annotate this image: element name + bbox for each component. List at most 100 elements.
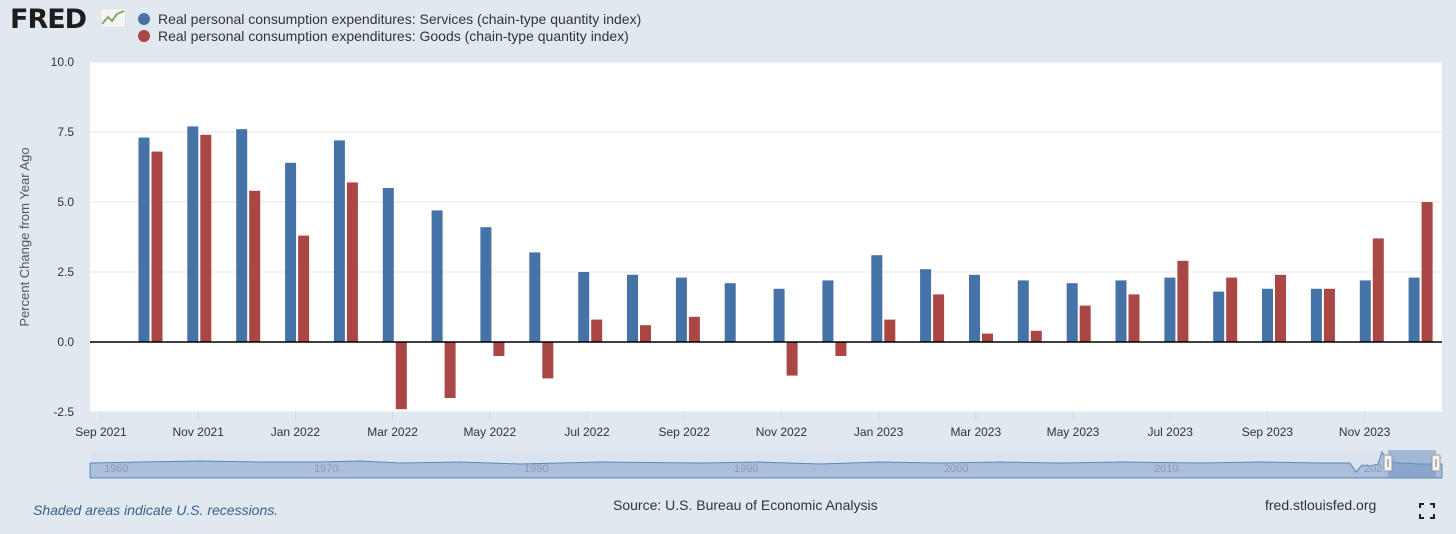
services-bar-jun-2022[interactable]: [529, 252, 541, 342]
services-bar-sep-2023[interactable]: [1262, 288, 1273, 342]
goods-bar-jul-2023[interactable]: [1177, 260, 1189, 342]
goods-bar-aug-2022[interactable]: [640, 325, 651, 342]
goods-bar-jul-2022[interactable]: [591, 319, 603, 342]
x-tick-label: Mar 2022: [367, 425, 418, 439]
navigator-year-label: 1970: [314, 463, 338, 475]
x-tick-label: May 2022: [463, 425, 516, 439]
legend-label-goods: Real personal consumption expenditures: …: [158, 27, 629, 44]
services-bar-may-2022[interactable]: [480, 227, 492, 342]
goods-bar-mar-2023[interactable]: [982, 333, 993, 342]
goods-bar-nov-2021[interactable]: [200, 134, 212, 342]
services-bar-jun-2023[interactable]: [1115, 280, 1127, 342]
recession-note: Shaded areas indicate U.S. recessions.: [33, 502, 279, 518]
goods-bar-may-2022[interactable]: [493, 342, 505, 356]
y-axis-label: Percent Change from Year Ago: [17, 147, 32, 326]
y-tick-label: 10.0: [51, 55, 75, 69]
services-bar-feb-2023[interactable]: [920, 269, 932, 342]
y-tick-label: 2.5: [57, 265, 74, 279]
services-bar-oct-2021[interactable]: [138, 137, 150, 342]
services-bar-apr-2023[interactable]: [1017, 280, 1029, 342]
services-bar-sep-2022[interactable]: [675, 277, 687, 342]
y-tick-label: 7.5: [57, 125, 74, 139]
navigator-year-label: 2000: [944, 463, 968, 475]
services-bar-aug-2023[interactable]: [1213, 291, 1225, 342]
x-tick-label: Sep 2023: [1242, 425, 1294, 439]
goods-bar-sep-2023[interactable]: [1275, 274, 1286, 342]
goods-bar-dec-2023[interactable]: [1421, 202, 1433, 342]
goods-bar-dec-2021[interactable]: [249, 190, 261, 342]
goods-bar-nov-2023[interactable]: [1372, 238, 1384, 342]
y-tick-label: 5.0: [57, 195, 74, 209]
services-bar-mar-2023[interactable]: [969, 274, 980, 342]
legend-item-goods[interactable]: Real personal consumption expenditures: …: [138, 27, 641, 44]
services-bar-jan-2022[interactable]: [285, 162, 297, 342]
legend-marker-goods: [138, 29, 150, 42]
goods-bar-apr-2023[interactable]: [1030, 330, 1042, 342]
goods-bar-nov-2022[interactable]: [786, 342, 798, 376]
services-bar-nov-2023[interactable]: [1359, 280, 1371, 342]
services-bar-dec-2021[interactable]: [236, 129, 248, 342]
services-bar-oct-2023[interactable]: [1310, 288, 1322, 342]
services-bar-dec-2023[interactable]: [1408, 277, 1420, 342]
navigator-year-label: 202: [1364, 463, 1382, 475]
goods-bar-mar-2022[interactable]: [395, 342, 407, 410]
services-bar-dec-2022[interactable]: [822, 280, 834, 342]
y-tick-label: -2.5: [53, 405, 74, 419]
goods-bar-feb-2023[interactable]: [933, 294, 945, 342]
services-bar-may-2023[interactable]: [1066, 283, 1078, 342]
y-axis-ticks: 10.0 7.5 5.0 2.5 0.0 -2.5: [51, 55, 75, 419]
services-bar-jul-2022[interactable]: [578, 272, 590, 342]
goods-bar-dec-2022[interactable]: [835, 342, 847, 356]
services-bar-jan-2023[interactable]: [871, 255, 883, 342]
services-bar-feb-2022[interactable]: [333, 140, 345, 342]
goods-bar-jun-2022[interactable]: [542, 342, 554, 379]
services-bar-oct-2022[interactable]: [724, 283, 736, 342]
y-tick-label: 0.0: [57, 335, 74, 349]
navigator-selection[interactable]: [1388, 450, 1436, 478]
x-tick-label: Sep 2021: [75, 425, 127, 439]
x-tick-label: May 2023: [1047, 425, 1100, 439]
services-bar-mar-2022[interactable]: [382, 188, 394, 342]
x-tick-label: Nov 2022: [756, 425, 808, 439]
x-tick-label: Jul 2022: [564, 425, 610, 439]
services-bar-aug-2022[interactable]: [627, 274, 638, 342]
services-bar-nov-2022[interactable]: [773, 288, 785, 342]
source-note: Source: U.S. Bureau of Economic Analysis: [613, 497, 878, 513]
goods-bar-sep-2022[interactable]: [688, 316, 700, 342]
fred-logo[interactable]: FRED: [10, 4, 87, 35]
goods-bar-jan-2022[interactable]: [298, 235, 310, 342]
services-bar-nov-2021[interactable]: [187, 126, 199, 343]
navigator-year-label: 2010: [1154, 463, 1178, 475]
goods-bar-may-2023[interactable]: [1079, 305, 1091, 342]
x-tick-label: Jul 2023: [1148, 425, 1194, 439]
services-bar-jul-2023[interactable]: [1164, 277, 1176, 342]
chart-legend: Real personal consumption expenditures: …: [138, 10, 641, 44]
navigator-year-labels: 1960 1970 1980 1990 2000 2010 202: [104, 463, 1382, 475]
x-tick-label: Jan 2023: [854, 425, 904, 439]
line-chart-icon: [100, 8, 126, 28]
navigator-year-label: 1980: [524, 463, 548, 475]
services-bar-apr-2022[interactable]: [431, 210, 443, 342]
goods-bar-apr-2022[interactable]: [444, 342, 456, 398]
x-tick-label: Mar 2023: [950, 425, 1001, 439]
legend-label-services: Real personal consumption expenditures: …: [158, 10, 642, 27]
goods-bar-jan-2023[interactable]: [884, 319, 896, 342]
bar-series: [138, 126, 1433, 410]
goods-bar-oct-2021[interactable]: [151, 151, 163, 342]
legend-item-services[interactable]: Real personal consumption expenditures: …: [138, 10, 641, 27]
goods-bar-feb-2022[interactable]: [346, 182, 358, 342]
fullscreen-icon[interactable]: [1419, 503, 1435, 519]
plot-area: [90, 62, 1442, 412]
x-tick-label: Sep 2022: [659, 425, 711, 439]
goods-bar-aug-2023[interactable]: [1226, 277, 1238, 342]
range-navigator[interactable]: 1960 1970 1980 1990 2000 2010 202: [89, 450, 1443, 479]
goods-bar-oct-2023[interactable]: [1323, 288, 1335, 342]
goods-bar-jun-2023[interactable]: [1128, 294, 1140, 342]
x-tick-label: Jan 2022: [271, 425, 321, 439]
navigator-year-label: 1990: [734, 463, 758, 475]
x-tick-label: Nov 2023: [1339, 425, 1391, 439]
site-link[interactable]: fred.stlouisfed.org: [1265, 497, 1377, 513]
x-axis-ticks: Sep 2021 Nov 2021 Jan 2022 Mar 2022 May 2022…: [75, 412, 1391, 439]
legend-marker-services: [138, 12, 150, 25]
